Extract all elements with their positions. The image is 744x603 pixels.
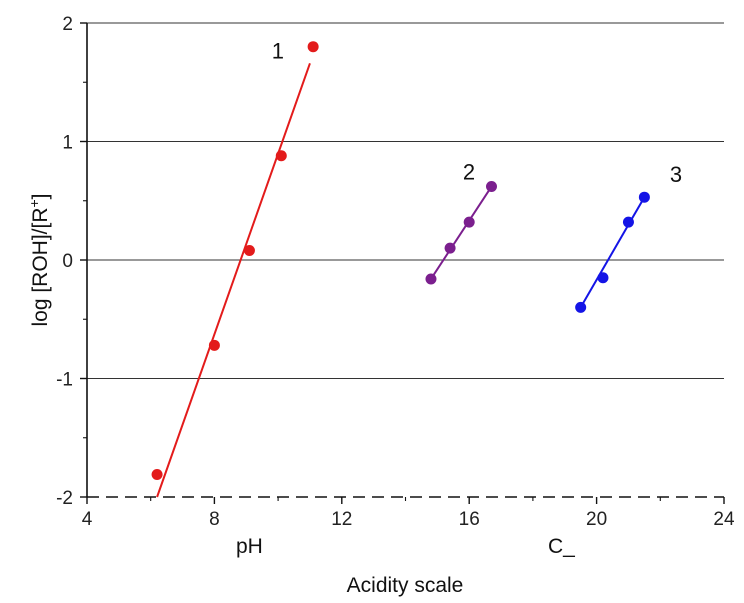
y-tick-label: -2 — [56, 488, 73, 509]
series-label-3: 3 — [670, 162, 682, 187]
y-tick-label: 1 — [62, 133, 73, 154]
y-axis-title: log [ROH]/[R+] — [26, 193, 52, 326]
labels-layer: 1 2 3 — [272, 39, 682, 187]
data-point-series-1 — [151, 468, 163, 480]
data-point-series-2 — [463, 216, 475, 228]
data-point-series-1 — [243, 245, 255, 257]
data-point-series-1 — [208, 339, 220, 351]
x-tick-label: 20 — [586, 509, 607, 530]
fit-line-series-2 — [430, 185, 493, 280]
y-tick-label: 0 — [62, 251, 73, 272]
data-point-series-1 — [275, 150, 287, 162]
series-label-1: 1 — [272, 39, 284, 64]
x-tick-label: 16 — [459, 509, 480, 530]
data-point-series-2 — [485, 181, 497, 193]
y-axis-title-end: ] — [29, 193, 52, 199]
scale-label-ph: pH — [236, 535, 263, 558]
x-axis-title: Acidity scale — [347, 574, 464, 597]
x-tick-label: 24 — [713, 509, 735, 530]
fit-line-series-3 — [579, 196, 646, 308]
y-axis-title-superscript: + — [26, 199, 42, 207]
y-tick-label: -1 — [56, 370, 73, 391]
data-point-series-2 — [425, 273, 437, 285]
y-tick-label: 2 — [62, 14, 73, 35]
data-point-series-1 — [307, 41, 319, 53]
data-point-series-2 — [444, 242, 456, 254]
y-axis-title-main: log [ROH]/[R — [29, 208, 52, 327]
x-tick-label: 4 — [82, 509, 93, 530]
data-point-series-3 — [575, 301, 587, 313]
data-point-series-3 — [597, 272, 609, 284]
data-point-series-3 — [622, 216, 634, 228]
fit-layer — [156, 62, 646, 498]
scale-label-c: C_ — [548, 535, 575, 558]
fit-line-series-1 — [156, 62, 311, 498]
series-label-2: 2 — [463, 159, 475, 184]
data-point-series-3 — [638, 191, 650, 203]
points-layer — [151, 41, 650, 480]
grid-layer — [87, 22, 724, 498]
x-tick-label: 8 — [209, 509, 220, 530]
x-tick-label: 12 — [331, 509, 352, 530]
